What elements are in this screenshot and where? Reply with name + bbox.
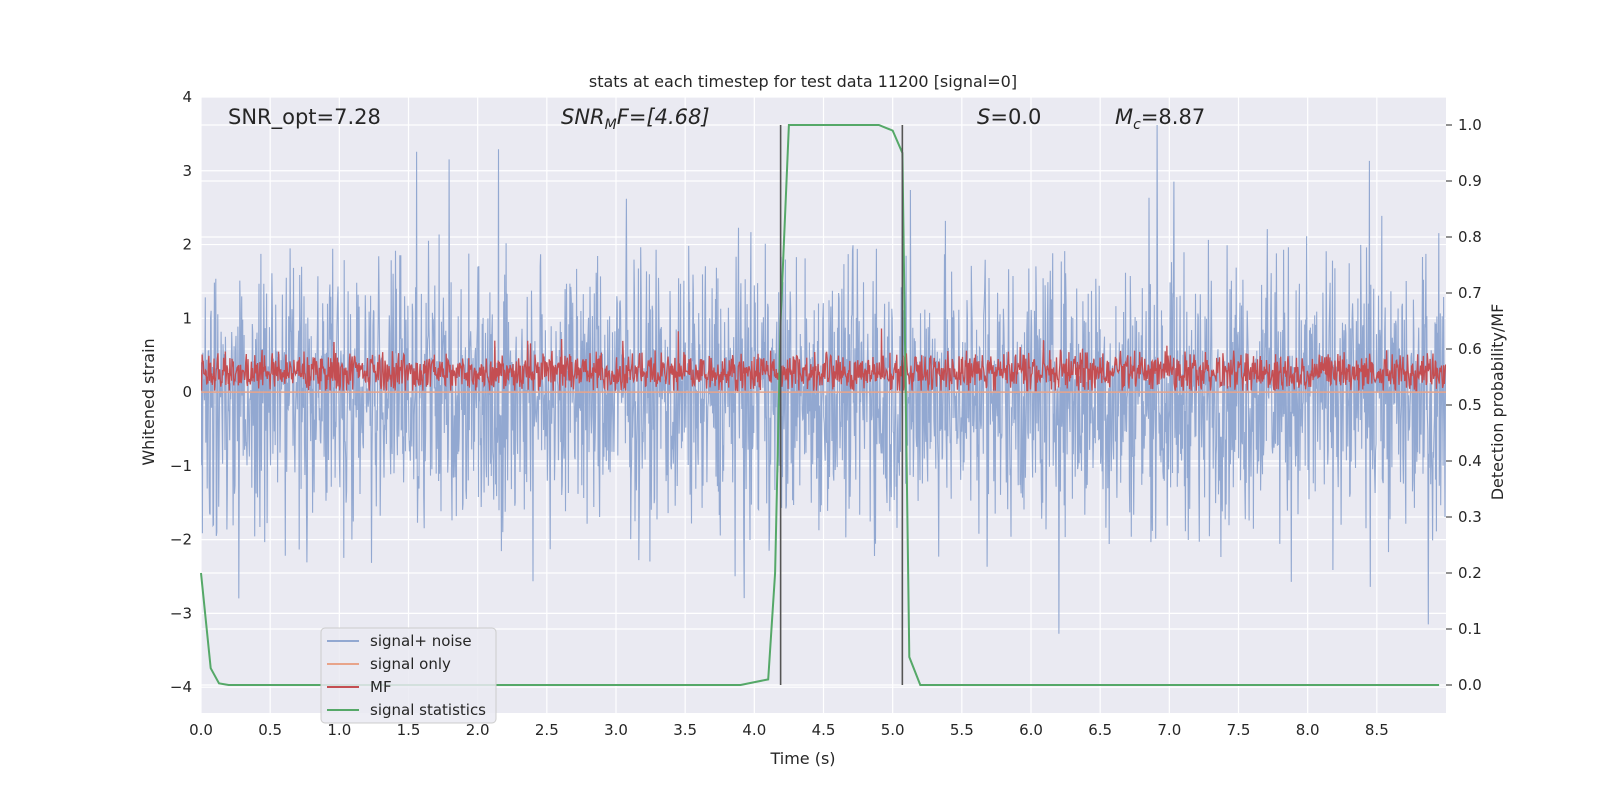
annotation-snr-mf-sub: M xyxy=(605,117,617,133)
y-tick-labels: 4 3 2 1 0 −1 −2 −3 −4 xyxy=(170,88,192,696)
y-tick-0: 4 xyxy=(182,88,192,106)
x-tick-9: 4.5 xyxy=(812,721,836,739)
series-signal-noise xyxy=(201,124,1446,634)
annotations: SNR_opt=7.28 SNRMF=[4.68] S=0.0 Mc=8.87 xyxy=(228,105,1205,133)
y-tick-5: −1 xyxy=(170,457,192,475)
x-tick-0: 0.0 xyxy=(189,721,213,739)
y2-tick-0: 1.0 xyxy=(1458,116,1482,134)
x-tick-6: 3.0 xyxy=(604,721,628,739)
y-tick-1: 3 xyxy=(182,162,192,180)
y2-tick-labels: 1.0 0.9 0.8 0.7 0.6 0.5 0.4 0.3 0.2 0.1 0.0 xyxy=(1446,116,1482,694)
x-tick-17: 8.5 xyxy=(1365,721,1389,739)
y2-tick-1: 0.9 xyxy=(1458,172,1482,190)
annotation-mc: Mc=8.87 xyxy=(1115,105,1205,133)
annotation-s: S=0.0 xyxy=(977,105,1041,129)
y2-tick-2: 0.8 xyxy=(1458,228,1482,246)
x-tick-3: 1.5 xyxy=(397,721,421,739)
y2-tick-5: 0.5 xyxy=(1458,396,1482,414)
y2-tick-6: 0.4 xyxy=(1458,452,1482,470)
legend-label-mf: MF xyxy=(370,678,392,696)
annotation-mc-rest: =8.87 xyxy=(1141,105,1205,129)
annotation-snr-mf: SNRMF=[4.68] xyxy=(561,105,710,133)
legend-label-signal-statistics: signal statistics xyxy=(370,701,486,719)
annotation-s-rest: =0.0 xyxy=(990,105,1041,129)
annotation-snr-mf-base: SNR xyxy=(561,105,605,129)
x-tick-labels: 0.0 0.5 1.0 1.5 2.0 2.5 3.0 3.5 4.0 4.5 5.0 5.5 6.0 6… xyxy=(189,721,1389,739)
x-tick-13: 6.5 xyxy=(1088,721,1112,739)
legend-label-signal-noise: signal+ noise xyxy=(370,632,472,650)
annotation-s-base: S xyxy=(977,105,990,129)
x-tick-16: 8.0 xyxy=(1296,721,1320,739)
y-tick-4: 0 xyxy=(182,383,192,401)
x-tick-5: 2.5 xyxy=(535,721,559,739)
x-tick-2: 1.0 xyxy=(327,721,351,739)
annotation-snr-mf-rest: F=[4.68] xyxy=(617,105,710,129)
y-tick-3: 1 xyxy=(182,309,192,327)
x-tick-8: 4.0 xyxy=(742,721,766,739)
y-tick-8: −4 xyxy=(170,678,192,696)
y-tick-6: −2 xyxy=(170,531,192,549)
y2-tick-8: 0.2 xyxy=(1458,564,1482,582)
series-mf xyxy=(201,328,1446,392)
annotation-mc-sub: c xyxy=(1133,117,1141,133)
series-layer xyxy=(200,124,1446,686)
annotation-mc-base: M xyxy=(1115,105,1133,129)
legend-label-signal-only: signal only xyxy=(370,655,451,673)
series-signal-statistics xyxy=(200,124,1440,686)
x-tick-14: 7.0 xyxy=(1157,721,1181,739)
y2-tick-7: 0.3 xyxy=(1458,508,1482,526)
y2-tick-3: 0.7 xyxy=(1458,284,1482,302)
y2-tick-10: 0.0 xyxy=(1458,676,1482,694)
y-tick-7: −3 xyxy=(170,604,192,622)
chart-title: stats at each timestep for test data 112… xyxy=(589,72,1017,91)
y2-tick-4: 0.6 xyxy=(1458,340,1482,358)
x-axis-label: Time (s) xyxy=(769,749,835,768)
y-axis-label: Whitened strain xyxy=(139,338,158,465)
x-tick-4: 2.0 xyxy=(466,721,490,739)
x-tick-7: 3.5 xyxy=(673,721,697,739)
x-tick-1: 0.5 xyxy=(258,721,282,739)
annotation-snr-opt: SNR_opt=7.28 xyxy=(228,105,381,130)
x-tick-12: 6.0 xyxy=(1019,721,1043,739)
y2-tick-9: 0.1 xyxy=(1458,620,1482,638)
legend: signal+ noise signal only MF signal stat… xyxy=(320,627,497,724)
y2-axis-label: Detection probability/MF xyxy=(1488,304,1507,501)
vertical-markers xyxy=(779,125,904,685)
x-tick-10: 5.0 xyxy=(881,721,905,739)
legend-box xyxy=(320,627,497,724)
x-tick-11: 5.5 xyxy=(950,721,974,739)
x-tick-15: 7.5 xyxy=(1227,721,1251,739)
y-tick-2: 2 xyxy=(182,236,192,254)
